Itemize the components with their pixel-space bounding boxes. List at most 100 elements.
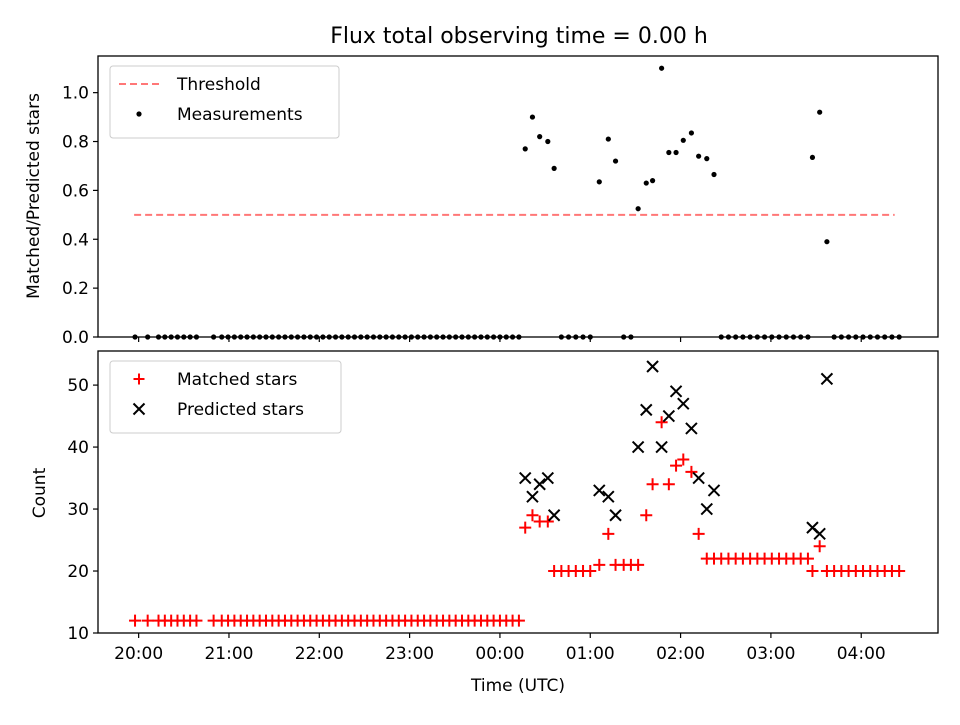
top-series0-point xyxy=(659,65,665,71)
bottom-series1-point xyxy=(631,440,645,454)
top-series0-point xyxy=(537,134,543,140)
x-tick-label: 04:00 xyxy=(837,644,886,664)
bottom-series1-point xyxy=(813,527,826,541)
top-series0-point xyxy=(688,130,695,136)
x-tick-label: 21:00 xyxy=(204,644,253,664)
chart-title: Flux total observing time = 0.00 h xyxy=(330,24,708,49)
top-legend-swatch xyxy=(136,111,142,117)
top-series0-point xyxy=(704,156,710,162)
top-series0-point xyxy=(545,138,551,145)
bottom-series0-point xyxy=(801,552,814,565)
bottom-series0-point xyxy=(813,540,826,553)
bottom-series1-point xyxy=(685,422,698,435)
bottom-series0-point xyxy=(526,509,539,522)
top-series0-point xyxy=(817,109,823,115)
bottom-series1-point xyxy=(820,372,834,386)
top-series0-point xyxy=(551,165,557,171)
x-tick-label: 20:00 xyxy=(114,644,163,664)
bottom-legend-label: Predicted stars xyxy=(177,400,304,420)
bottom-y-tick-label: 20 xyxy=(67,562,89,582)
bottom-series0-point xyxy=(646,478,659,491)
top-series0-point xyxy=(605,136,611,142)
bottom-series0-point xyxy=(806,565,819,578)
top-y-tick-label: 1.0 xyxy=(62,84,89,104)
bottom-y-tick-label: 50 xyxy=(67,376,89,396)
top-series0-point xyxy=(643,180,649,186)
top-series0-point xyxy=(635,206,641,212)
bottom-series0-point xyxy=(519,521,532,534)
bottom-series0-point xyxy=(670,459,683,472)
bottom-series0-point xyxy=(593,558,606,571)
top-axes-frame xyxy=(97,55,939,338)
bottom-series0-point xyxy=(129,614,142,627)
top-series0-point xyxy=(649,178,656,184)
bottom-series0-point xyxy=(677,453,690,466)
top-legend-label: Measurements xyxy=(177,105,303,125)
top-legend-box xyxy=(109,65,340,139)
bottom-y-tick-label: 10 xyxy=(67,624,89,644)
bottom-legend-swatch xyxy=(132,402,146,416)
bottom-series1-point xyxy=(609,509,622,522)
x-tick-label: 00:00 xyxy=(475,644,524,664)
bottom-legend-label: Matched stars xyxy=(177,370,297,390)
top-y-axis-label: Matched/Predicted stars xyxy=(24,93,44,299)
top-series0-point xyxy=(711,171,717,178)
top-y-tick-label: 0.2 xyxy=(62,279,89,299)
bottom-series1-point xyxy=(541,471,555,485)
top-series0-point xyxy=(522,146,528,152)
x-tick-label: 23:00 xyxy=(385,644,434,664)
bottom-legend-swatch xyxy=(133,373,145,385)
bottom-series0-point xyxy=(893,565,906,578)
top-legend-label: Threshold xyxy=(176,75,261,95)
bottom-series1-point xyxy=(526,490,539,503)
top-y-tick-label: 0.4 xyxy=(62,230,89,250)
bottom-series1-point xyxy=(707,484,721,497)
top-y-tick-label: 0.0 xyxy=(62,328,89,348)
x-tick-label: 01:00 xyxy=(566,644,615,664)
bottom-series0-point xyxy=(662,478,675,491)
bottom-series1-point xyxy=(700,502,713,516)
bottom-series1-point xyxy=(593,484,606,497)
bottom-series1-point xyxy=(662,409,676,423)
bottom-series1-point xyxy=(547,509,561,522)
bottom-y-axis-label: Count xyxy=(30,467,50,518)
top-series0-point xyxy=(824,239,830,245)
bottom-series0-point xyxy=(692,527,705,540)
top-y-tick-label: 0.6 xyxy=(62,181,89,201)
top-y-tick-label: 0.8 xyxy=(62,133,89,153)
bottom-axes-frame xyxy=(97,350,939,634)
bottom-series0-point xyxy=(584,565,597,578)
bottom-series0-point xyxy=(632,558,645,571)
top-series0-point xyxy=(809,154,816,161)
top-series0-point xyxy=(612,158,619,164)
bottom-y-tick-label: 30 xyxy=(67,500,89,520)
x-tick-label: 02:00 xyxy=(656,644,705,664)
bottom-series0-point xyxy=(512,614,525,627)
bottom-series0-point xyxy=(640,509,653,522)
bottom-series1-point xyxy=(677,397,690,410)
bottom-series0-point xyxy=(541,515,554,528)
bottom-y-tick-label: 40 xyxy=(67,438,89,458)
bottom-series0-point xyxy=(655,416,668,429)
bottom-series1-point xyxy=(602,490,615,503)
bottom-series1-point xyxy=(669,385,683,398)
x-tick-label: 03:00 xyxy=(746,644,795,664)
top-series0-point xyxy=(696,153,702,159)
bottom-series0-point xyxy=(141,614,154,627)
bottom-series1-point xyxy=(692,471,705,485)
bottom-series0-point xyxy=(685,465,698,478)
bottom-series1-point xyxy=(655,440,668,454)
bottom-series0-point xyxy=(190,614,203,627)
bottom-series1-point xyxy=(640,403,653,417)
top-series0-point xyxy=(680,137,686,143)
top-series0-point xyxy=(673,149,679,156)
top-series0-point xyxy=(529,114,536,120)
bottom-legend-box xyxy=(109,360,342,434)
top-series0-point xyxy=(596,179,602,185)
top-series0-point xyxy=(666,149,672,156)
bottom-series1-point xyxy=(519,471,532,485)
bottom-series1-point xyxy=(533,478,546,491)
x-axis-label: Time (UTC) xyxy=(470,676,565,696)
